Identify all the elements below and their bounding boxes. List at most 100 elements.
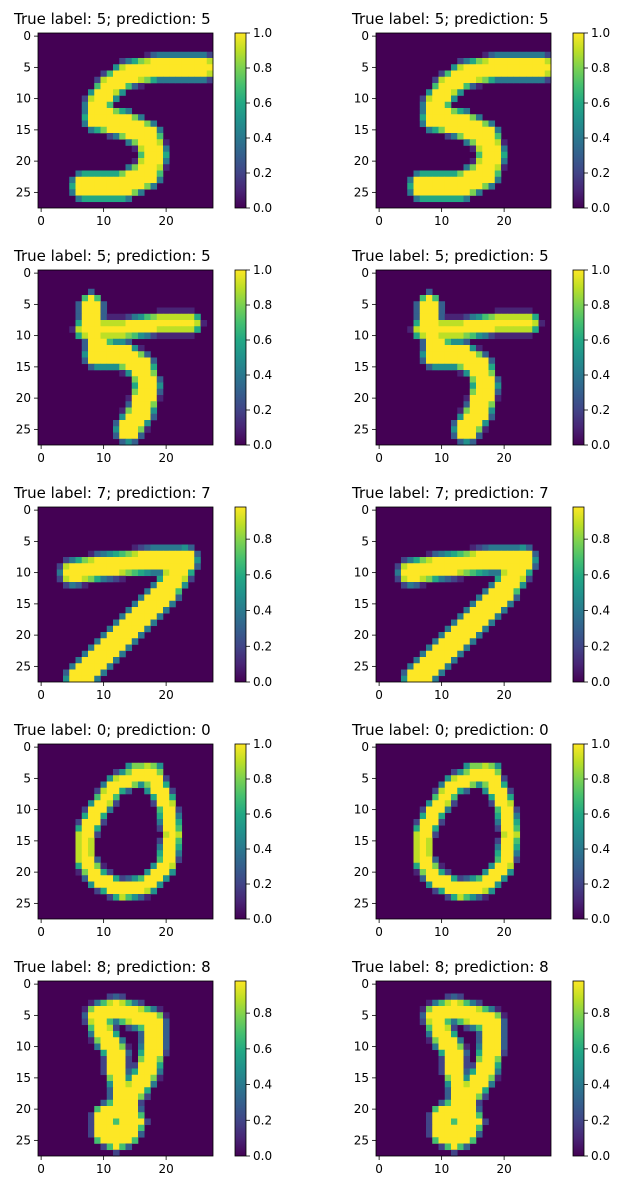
pixel-cell xyxy=(469,83,477,90)
pixel-cell xyxy=(488,70,496,78)
pixel-cell xyxy=(63,582,70,589)
pixel-cell xyxy=(426,320,433,327)
pixel-cell xyxy=(488,1056,496,1063)
pixel-cell xyxy=(444,1049,452,1057)
pixel-cell xyxy=(150,70,158,78)
pixel-cell xyxy=(106,1037,114,1044)
pixel-cell xyxy=(75,320,83,327)
pixel-cell xyxy=(476,189,483,196)
pixel-cell xyxy=(444,195,452,203)
pixel-cell xyxy=(413,195,421,203)
x-tick-label: 0 xyxy=(37,451,45,465)
pixel-cell xyxy=(150,769,158,776)
pixel-cell xyxy=(106,357,114,365)
pixel-cell xyxy=(507,557,514,564)
pixel-cell xyxy=(163,607,170,614)
pixel-cell xyxy=(150,126,158,134)
pixel-cell xyxy=(463,625,471,633)
pixel-cell xyxy=(100,812,108,820)
pixel-cell xyxy=(81,170,89,178)
pixel-cell xyxy=(494,58,502,65)
pixel-cell xyxy=(451,1131,458,1138)
y-tick-label: 0 xyxy=(23,977,31,991)
pixel-cell xyxy=(138,1024,145,1032)
pixel-cell xyxy=(150,1068,158,1076)
pixel-cell xyxy=(451,1087,458,1094)
pixel-cell xyxy=(131,607,139,614)
pixel-cell xyxy=(469,145,477,153)
pixel-cell xyxy=(119,89,126,96)
pixel-cell xyxy=(507,307,514,315)
pixel-cell xyxy=(69,176,76,184)
pixel-cell xyxy=(131,164,139,171)
pixel-cell xyxy=(69,582,76,589)
pixel-cell xyxy=(94,320,101,327)
pixel-cell xyxy=(482,1049,489,1057)
pixel-cell xyxy=(494,170,502,178)
pixel-cell xyxy=(476,413,483,421)
pixel-cell xyxy=(138,58,145,65)
pixel-cell xyxy=(81,812,89,820)
pixel-cell xyxy=(144,70,151,78)
pixel-cell xyxy=(494,769,502,776)
pixel-cell xyxy=(444,1006,452,1013)
pixel-cell xyxy=(175,582,183,589)
pixel-cell xyxy=(513,563,521,570)
pixel-cell xyxy=(156,64,164,71)
pixel-cell xyxy=(150,887,158,895)
pixel-cell xyxy=(144,351,151,358)
pixel-cell xyxy=(426,120,433,128)
pixel-cell xyxy=(119,1081,126,1088)
colorbar-tick-label: 0.4 xyxy=(591,368,610,382)
pixel-cell xyxy=(119,613,126,620)
pixel-cell xyxy=(181,70,189,78)
pixel-cell xyxy=(106,775,114,782)
x-tick-label: 10 xyxy=(434,451,449,465)
pixel-cell xyxy=(444,170,452,178)
axes-frame xyxy=(37,32,214,209)
pixel-cell xyxy=(94,794,101,801)
y-tick-label: 5 xyxy=(23,534,31,548)
pixel-cell xyxy=(131,64,139,71)
pixel-cell xyxy=(100,83,108,90)
pixel-cell xyxy=(482,1018,489,1026)
pixel-cell xyxy=(513,588,521,595)
pixel-cell xyxy=(457,1131,464,1138)
pixel-cell xyxy=(88,881,95,889)
pixel-cell xyxy=(119,775,126,782)
pixel-cell xyxy=(106,869,114,876)
pixel-cell xyxy=(113,1006,120,1013)
pixel-cell xyxy=(507,320,514,327)
x-tick-label: 0 xyxy=(37,214,45,228)
pixel-cell xyxy=(163,869,170,876)
pixel-cell xyxy=(419,357,427,365)
pixel-cell xyxy=(463,58,471,65)
pixel-cell xyxy=(144,619,151,627)
pixel-cell xyxy=(451,1012,458,1019)
pixel-cell xyxy=(144,762,151,770)
pixel-cell xyxy=(138,183,145,190)
pixel-cell xyxy=(507,594,514,602)
pixel-cell xyxy=(163,850,170,857)
pixel-cell xyxy=(119,1012,126,1019)
pixel-cell xyxy=(81,307,89,315)
pixel-cell xyxy=(451,70,458,78)
colorbar-tick-label: 0.8 xyxy=(591,1006,610,1020)
pixel-cell xyxy=(407,183,414,190)
pixel-cell xyxy=(494,1024,502,1032)
pixel-cell xyxy=(519,70,527,78)
pixel-cell xyxy=(494,794,502,801)
pixel-cell xyxy=(175,320,183,327)
pixel-cell xyxy=(463,139,471,146)
pixel-cell xyxy=(163,569,170,577)
pixel-cell xyxy=(488,1024,496,1032)
pixel-cell xyxy=(194,557,201,564)
pixel-cell xyxy=(457,357,464,365)
pixel-cell xyxy=(476,781,483,789)
pixel-cell xyxy=(156,145,164,153)
pixel-cell xyxy=(94,999,101,1007)
pixel-cell xyxy=(501,307,508,315)
pixel-cell xyxy=(131,875,139,882)
pixel-cell xyxy=(494,563,502,570)
pixel-cell xyxy=(100,569,108,577)
